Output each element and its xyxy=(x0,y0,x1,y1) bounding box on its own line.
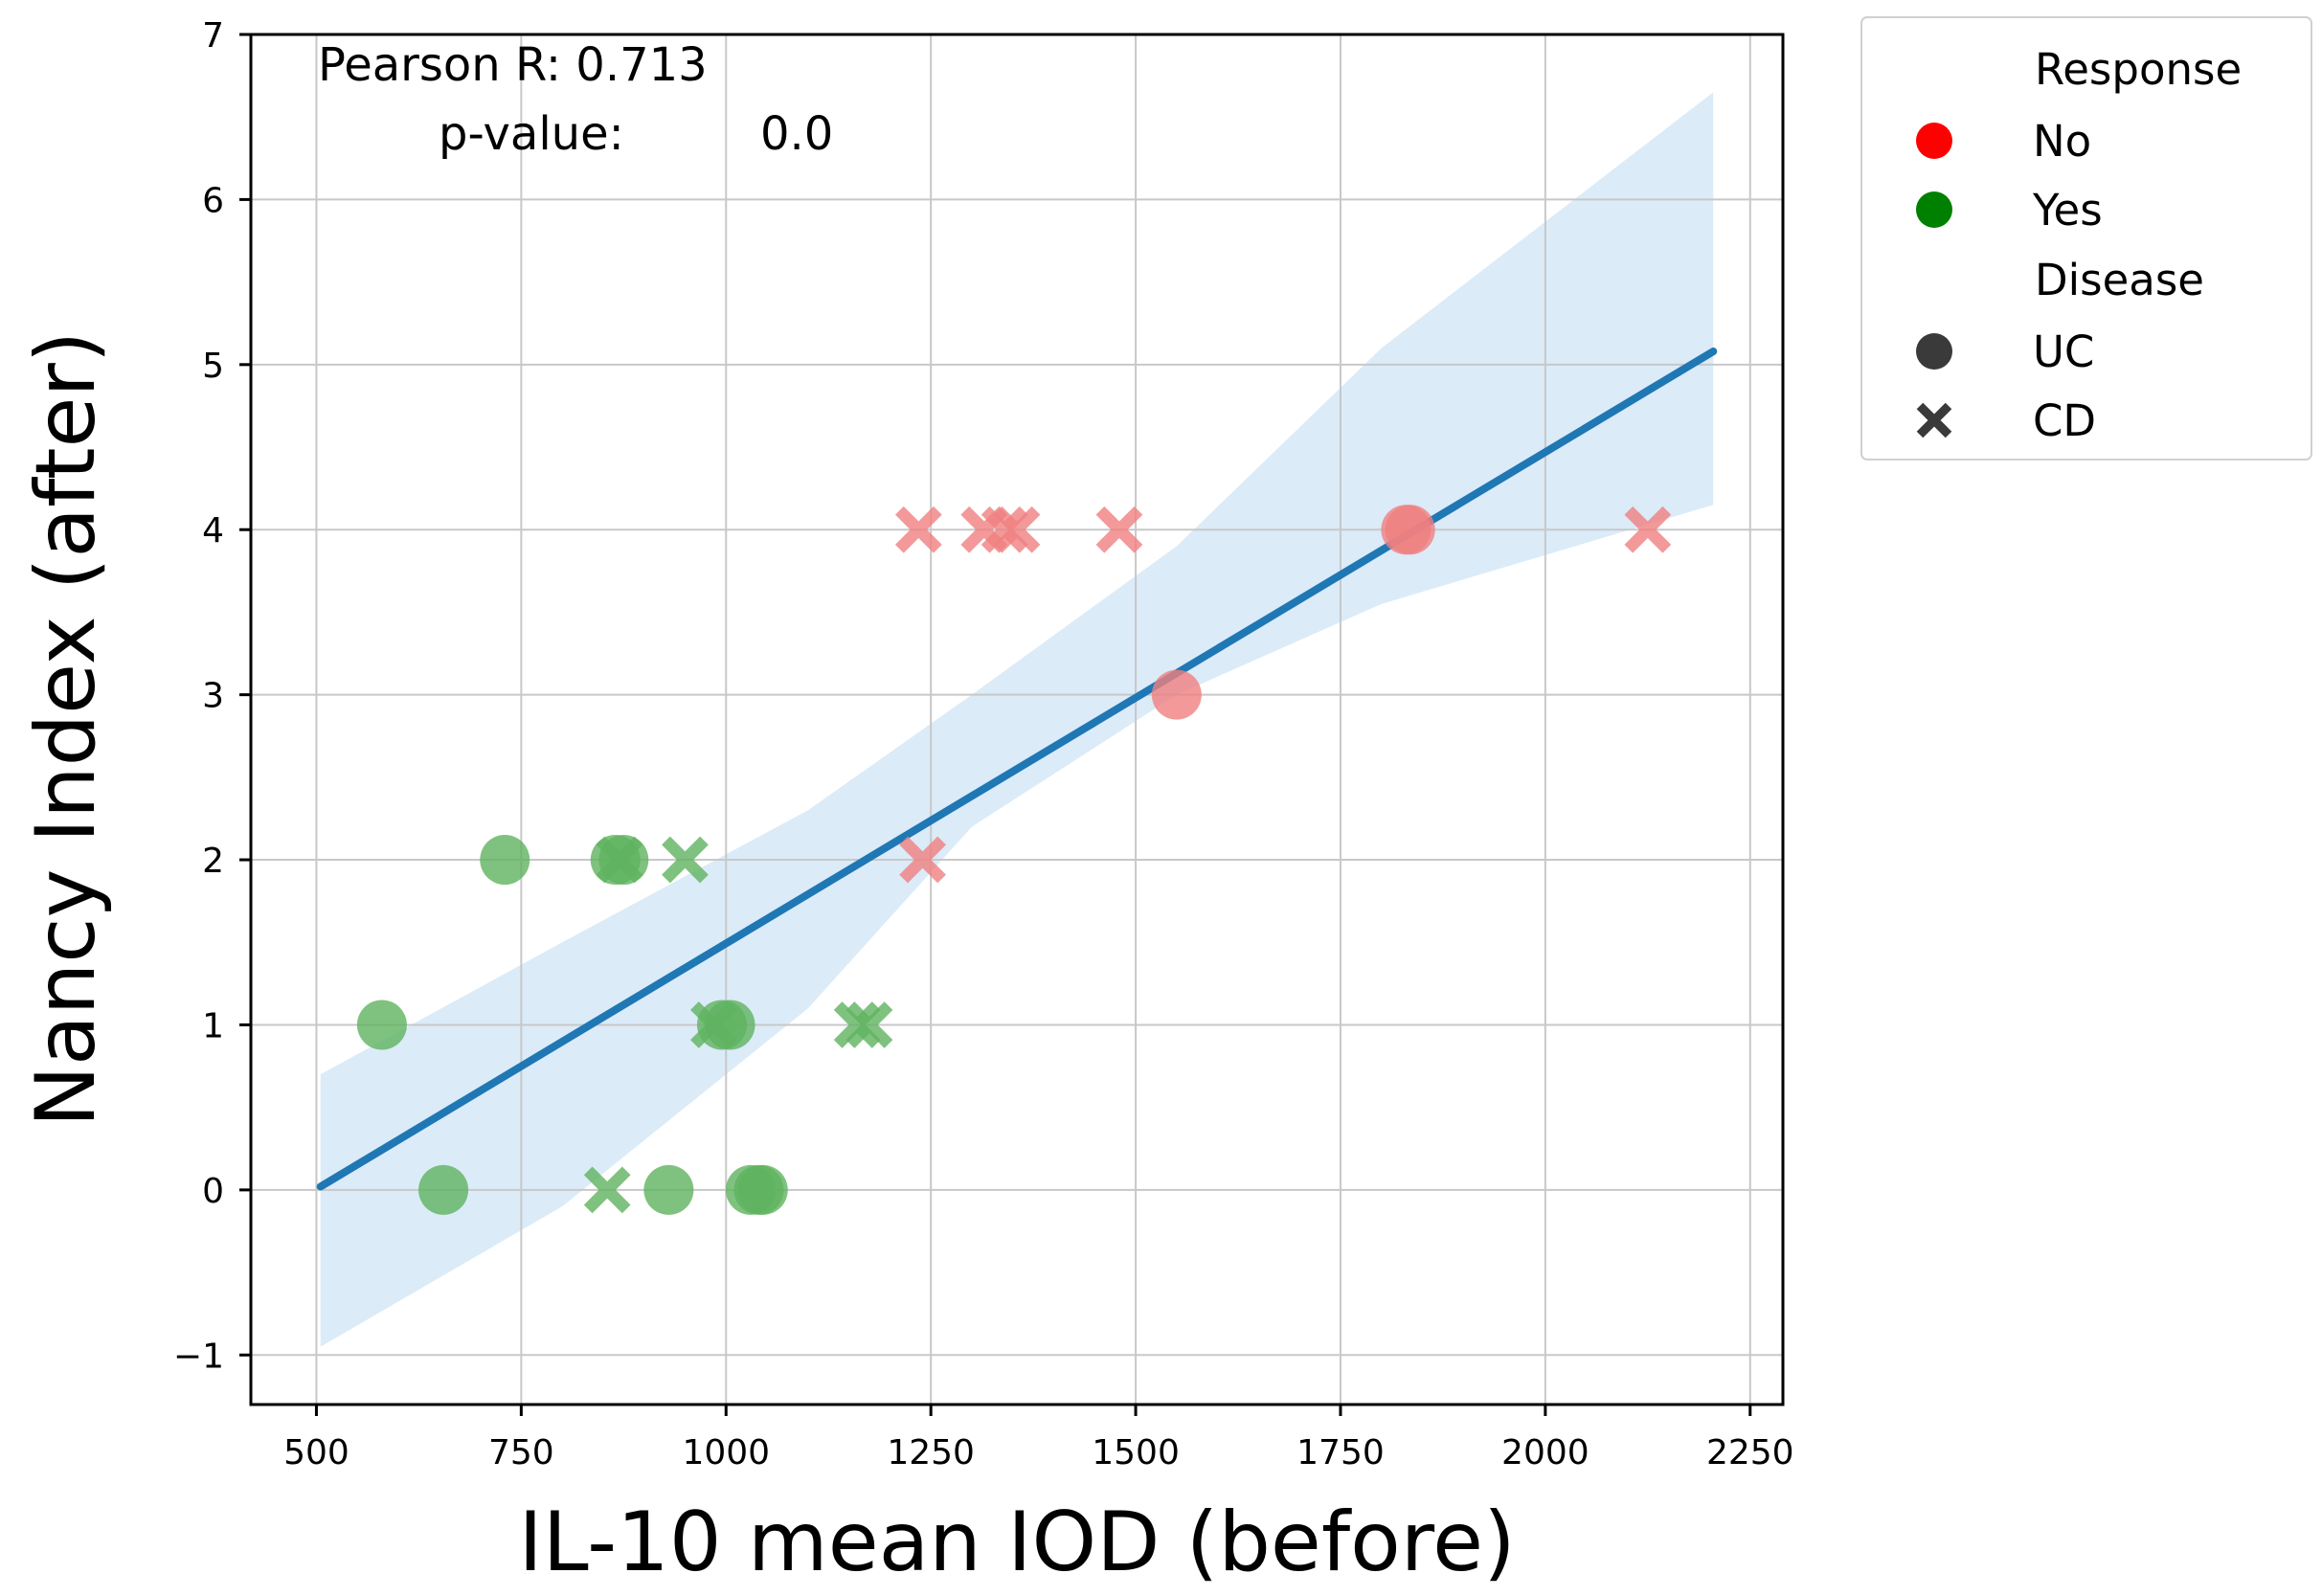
x-tick-label: 750 xyxy=(488,1433,554,1472)
y-tick-label: 4 xyxy=(202,511,224,551)
data-points-layer xyxy=(356,505,1672,1215)
y-tick-label: 2 xyxy=(202,842,224,881)
data-point-cd xyxy=(981,506,1028,553)
x-tick-label: 500 xyxy=(283,1433,349,1472)
p-value-value: 0.0 xyxy=(760,107,833,161)
y-tick-label: 7 xyxy=(202,16,224,56)
legend-marker-no xyxy=(1916,123,1952,159)
y-tick-label: −1 xyxy=(173,1337,224,1376)
y-tick-label: 1 xyxy=(202,1006,224,1045)
data-point-cd xyxy=(993,506,1041,553)
data-point-uc xyxy=(643,1164,694,1215)
regression-line xyxy=(316,348,1718,1191)
data-point-cd xyxy=(662,836,709,884)
x-tick-label: 1750 xyxy=(1296,1433,1385,1472)
legend-label-cd: CD xyxy=(2033,395,2096,446)
x-tick-label: 2250 xyxy=(1706,1433,1794,1472)
data-point-uc xyxy=(705,1000,755,1050)
legend-marker-yes xyxy=(1916,191,1952,228)
legend-response-title: Response xyxy=(2035,44,2242,95)
y-tick-label: 5 xyxy=(202,347,224,386)
confidence-band-layer xyxy=(320,92,1714,1347)
data-point-uc xyxy=(418,1164,469,1215)
x-axis-label: IL-10 mean IOD (before) xyxy=(518,1495,1515,1590)
pearson-r-label: Pearson R: 0.713 xyxy=(318,38,708,92)
legend-label-yes: Yes xyxy=(2032,185,2103,236)
legend-label-no: No xyxy=(2033,116,2091,167)
data-point-uc xyxy=(1151,669,1202,720)
data-point-uc xyxy=(480,835,530,886)
data-point-uc xyxy=(356,1000,407,1050)
y-axis-label: Nancy Index (after) xyxy=(18,331,114,1128)
regression-line-layer xyxy=(316,348,1718,1191)
data-point-uc xyxy=(1385,505,1435,555)
data-point-cd xyxy=(845,1001,893,1048)
data-point-cd xyxy=(1095,506,1143,553)
legend: Response Disease No Yes UC CD xyxy=(1860,16,2312,461)
p-value-label: p-value: xyxy=(439,107,624,161)
x-tick-label: 1250 xyxy=(887,1433,975,1472)
x-tick-label: 1500 xyxy=(1092,1433,1180,1472)
x-tick-label: 2000 xyxy=(1501,1433,1589,1472)
x-tick-label: 1000 xyxy=(682,1433,770,1472)
legend-marker-cd xyxy=(1916,402,1952,438)
y-tick-label: 3 xyxy=(202,677,224,716)
data-point-cd xyxy=(894,506,942,553)
axes-frame xyxy=(249,33,1785,1406)
legend-disease-title: Disease xyxy=(2035,255,2204,305)
ticks-layer: 500 750 1000 1250 1500 1750 2000 2250 −1 0 1 2 3 4 5 6 7 xyxy=(173,16,1794,1472)
y-tick-label: 0 xyxy=(202,1172,224,1211)
data-point-cd xyxy=(899,836,946,884)
data-point-cd xyxy=(583,1166,631,1214)
data-point-cd xyxy=(833,1001,881,1048)
y-tick-label: 6 xyxy=(202,181,224,220)
legend-marker-uc xyxy=(1916,333,1952,370)
data-point-uc xyxy=(598,835,649,886)
confidence-band xyxy=(320,92,1714,1347)
data-point-uc xyxy=(737,1164,788,1215)
legend-items: No Yes UC CD xyxy=(1916,116,2103,446)
legend-box xyxy=(1860,16,2312,461)
data-point-cd xyxy=(1624,506,1672,553)
legend-label-uc: UC xyxy=(2033,326,2094,377)
